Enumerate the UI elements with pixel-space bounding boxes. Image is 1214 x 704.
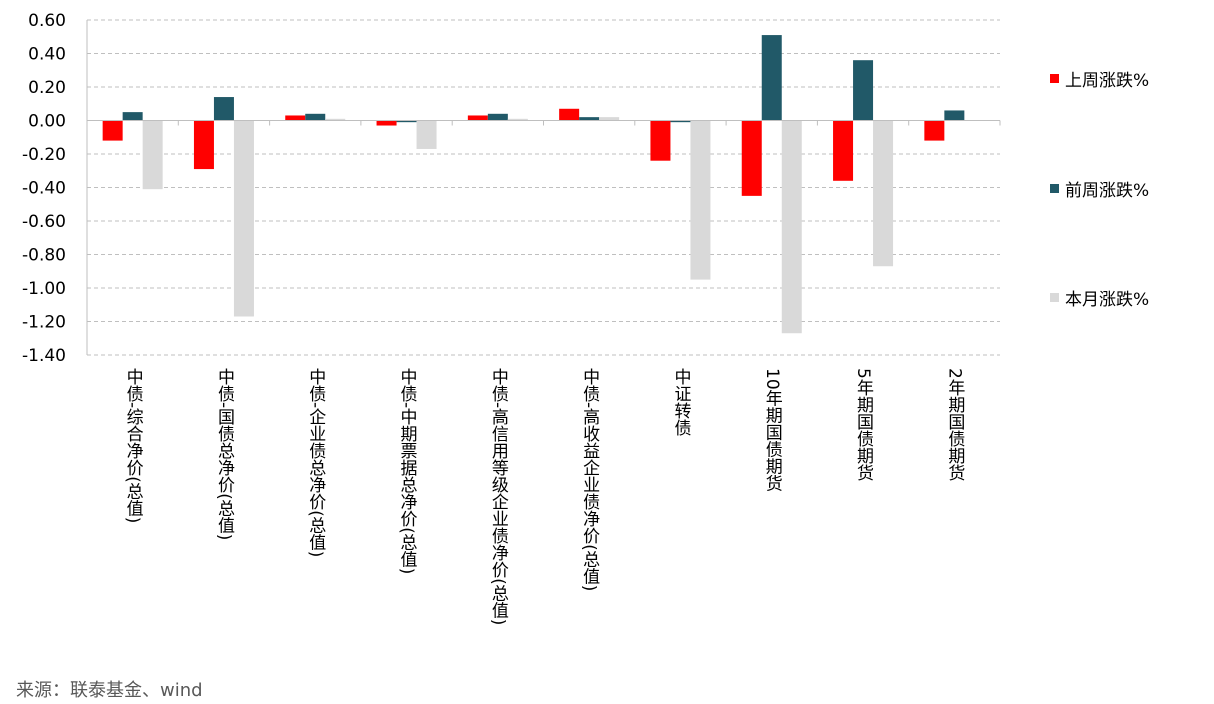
y-tick-label: -0.20 bbox=[22, 145, 66, 165]
y-tick-label: 0.40 bbox=[28, 45, 66, 65]
y-tick-label: 0.20 bbox=[28, 78, 66, 98]
bar bbox=[376, 120, 397, 126]
x-tick-label: 2年期国债期货 bbox=[944, 368, 965, 481]
bar bbox=[670, 120, 691, 123]
bar bbox=[690, 120, 711, 280]
legend-swatch bbox=[1050, 74, 1059, 83]
y-tick-label: 0.00 bbox=[28, 112, 66, 132]
x-tick-label: 中证转债 bbox=[670, 368, 691, 436]
bars bbox=[102, 35, 965, 334]
x-tick-label: 中债-国债总净价(总值) bbox=[213, 368, 234, 541]
legend: 上周涨跌% 前周涨跌% 本月涨跌% bbox=[1050, 0, 1210, 704]
x-tick-label: 10年期国债期货 bbox=[761, 368, 782, 492]
bar bbox=[416, 120, 437, 149]
legend-item: 前周涨跌% bbox=[1050, 176, 1149, 201]
legend-item: 本月涨跌% bbox=[1050, 285, 1149, 310]
bar bbox=[233, 120, 254, 317]
x-tick-label: 中债-中期票据总净价(总值) bbox=[396, 368, 417, 575]
y-axis: 0.60 0.40 0.20 0.00 -0.20 -0.40 -0.60 -0.80 -1.0… bbox=[22, 11, 88, 366]
bar bbox=[944, 110, 965, 121]
bar bbox=[213, 97, 234, 121]
source-note: 来源：联泰基金、wind bbox=[16, 680, 203, 701]
x-tick-label: 中债-高收益企业债净价(总值) bbox=[579, 368, 600, 592]
x-tick-label: 中债-综合净价(总值) bbox=[122, 368, 143, 524]
bar bbox=[285, 115, 306, 121]
bar bbox=[142, 120, 163, 190]
y-tick-label: -0.40 bbox=[22, 179, 66, 199]
x-axis bbox=[86, 120, 1001, 126]
bar bbox=[833, 120, 854, 181]
bar bbox=[396, 120, 417, 123]
bar bbox=[873, 120, 894, 267]
x-tick-label: 5年期国债期货 bbox=[853, 368, 874, 481]
bar bbox=[761, 35, 782, 121]
bar bbox=[781, 120, 802, 334]
x-tick-label: 中债-企业债总净价(总值) bbox=[305, 368, 326, 558]
bar bbox=[507, 118, 528, 121]
legend-label: 本月涨跌% bbox=[1065, 290, 1150, 310]
y-tick-label: 0.60 bbox=[28, 11, 66, 31]
y-tick-label: -0.80 bbox=[22, 246, 66, 266]
legend-swatch bbox=[1050, 184, 1059, 193]
x-tick-label: 中债-高信用等级企业债净价(总值) bbox=[487, 368, 508, 626]
bar bbox=[102, 120, 123, 141]
bar bbox=[325, 118, 346, 121]
y-tick-label: -1.20 bbox=[22, 313, 66, 333]
bar bbox=[599, 117, 620, 121]
bar bbox=[487, 113, 508, 121]
legend-swatch bbox=[1050, 293, 1059, 302]
bar bbox=[650, 120, 671, 161]
bar bbox=[467, 115, 488, 121]
bar bbox=[193, 120, 214, 170]
bar bbox=[122, 112, 143, 121]
bar bbox=[853, 60, 874, 121]
bar bbox=[579, 117, 600, 121]
y-tick-label: -1.00 bbox=[22, 279, 66, 299]
bar bbox=[559, 108, 580, 121]
legend-label: 上周涨跌% bbox=[1065, 71, 1150, 91]
bar bbox=[741, 120, 762, 196]
legend-item: 上周涨跌% bbox=[1050, 66, 1149, 91]
y-tick-label: -1.40 bbox=[22, 346, 66, 366]
bar bbox=[924, 120, 945, 141]
y-tick-label: -0.60 bbox=[22, 212, 66, 232]
bar bbox=[305, 113, 326, 121]
legend-label: 前周涨跌% bbox=[1065, 181, 1150, 201]
